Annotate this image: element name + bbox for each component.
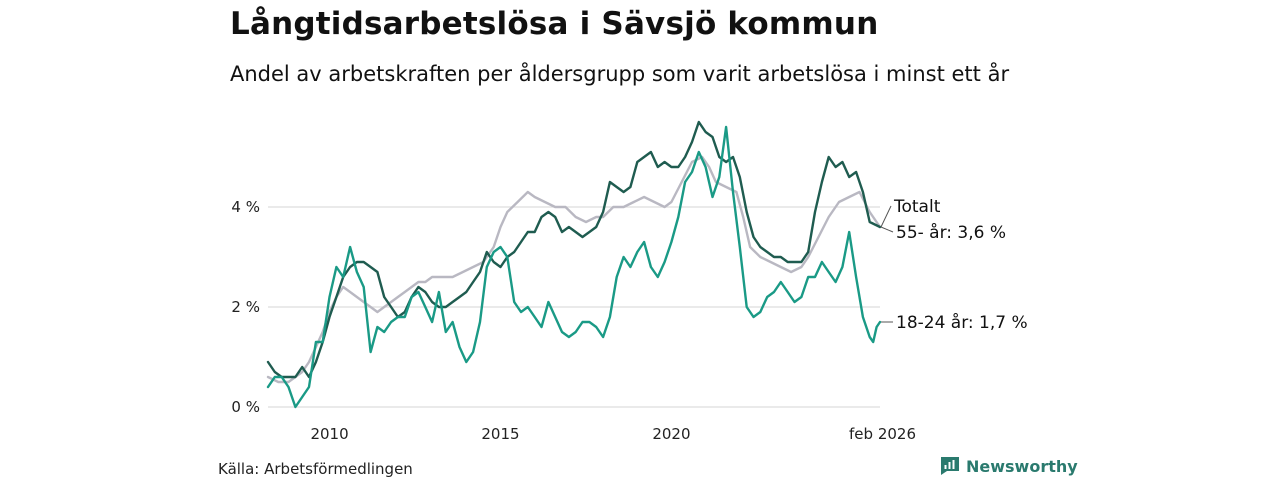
y-tick-label: 2 % <box>231 298 260 316</box>
series-line-1 <box>266 120 882 379</box>
x-tick-label: feb 2026 <box>849 425 916 443</box>
source-note: Källa: Arbetsförmedlingen <box>218 460 413 478</box>
chart-subtitle: Andel av arbetskraften per åldersgrupp s… <box>230 62 1010 86</box>
brand-name: Newsworthy <box>966 456 1078 476</box>
series-end-label: 18-24 år: 1,7 % <box>896 312 1028 333</box>
label-layer: 0 % 2 % 4 % 2010 2015 2020 feb 2026 Totalt 55- å… <box>231 197 1027 443</box>
chart-title: Långtidsarbetslösa i Sävsjö kommun <box>230 6 879 42</box>
x-tick-label: 2020 <box>652 425 690 443</box>
label-leader-line <box>880 226 894 233</box>
label-leader-line <box>880 205 892 228</box>
x-tick-label: 2010 <box>310 425 348 443</box>
series-end-label: 55- år: 3,6 % <box>896 222 1006 243</box>
newsworthy-icon <box>941 457 959 475</box>
x-tick-label: 2015 <box>481 425 519 443</box>
brand-logo[interactable]: Newsworthy <box>940 456 1078 476</box>
grid-layer <box>268 206 880 408</box>
y-tick-label: 4 % <box>231 198 260 216</box>
series-layer <box>266 120 882 409</box>
series-line-0 <box>266 155 882 384</box>
series-line-2 <box>266 125 882 409</box>
series-end-label: Totalt <box>893 197 941 217</box>
y-tick-label: 0 % <box>231 398 260 416</box>
